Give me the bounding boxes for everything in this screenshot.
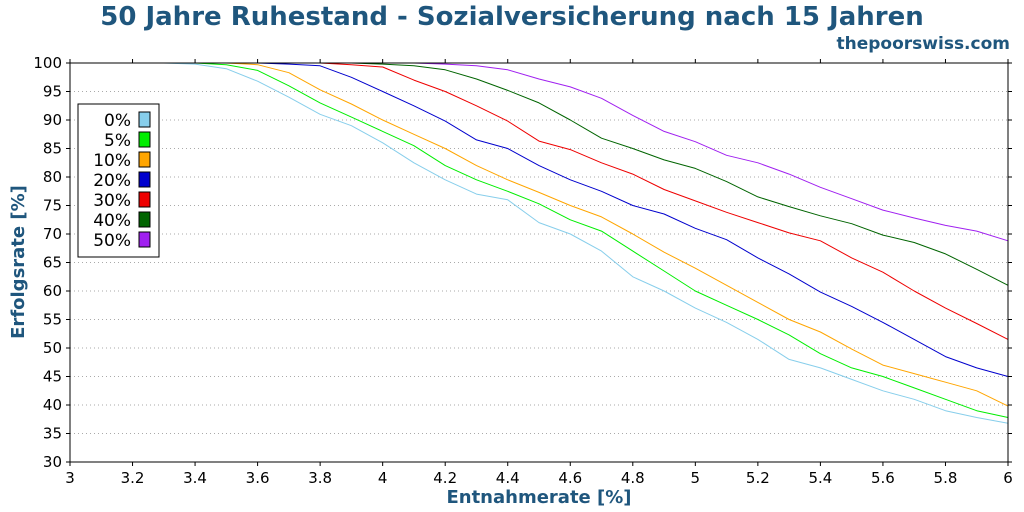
legend-label: 5% — [104, 131, 131, 151]
y-tick-label: 65 — [43, 254, 62, 272]
x-tick-label: 4.8 — [621, 469, 645, 487]
series-line-20pct — [70, 62, 1009, 377]
x-tick-label: 5.8 — [934, 469, 958, 487]
x-tick-label: 3 — [65, 469, 75, 487]
y-tick-label: 60 — [43, 282, 62, 300]
legend-label: 20% — [93, 171, 131, 191]
x-tick-label: 5.2 — [746, 469, 770, 487]
y-tick-label: 75 — [43, 197, 62, 215]
x-tick-label: 4.6 — [558, 469, 582, 487]
x-tick-label: 5.4 — [808, 469, 832, 487]
legend-swatch — [138, 151, 151, 168]
x-tick-label: 3.6 — [246, 469, 270, 487]
chart-subtitle: thepoorswiss.com — [836, 34, 1011, 54]
x-tick-label: 3.4 — [183, 469, 207, 487]
series-line-0pct — [70, 62, 1009, 424]
y-tick-label: 85 — [43, 140, 62, 158]
series-line-40pct — [70, 62, 1009, 286]
x-tick-label: 6 — [1003, 469, 1013, 487]
legend-swatch — [138, 171, 151, 188]
legend-swatch — [138, 111, 151, 128]
legend-label: 10% — [93, 151, 131, 171]
legend-label: 0% — [104, 111, 131, 131]
x-tick-label: 4 — [378, 469, 388, 487]
x-tick-label: 3.8 — [308, 469, 332, 487]
legend-label: 50% — [93, 231, 131, 251]
y-tick-label: 35 — [43, 425, 62, 443]
series-line-10pct — [70, 62, 1009, 407]
y-tick-label: 95 — [43, 83, 62, 101]
legend-swatch — [138, 131, 151, 148]
y-tick-label: 80 — [43, 168, 62, 186]
x-axis-title: Entnahmerate [%] — [446, 487, 631, 508]
x-tick-label: 4.4 — [496, 469, 520, 487]
y-tick-label: 50 — [43, 339, 62, 357]
legend-swatch — [138, 231, 151, 248]
legend-swatch — [138, 191, 151, 208]
series-line-50pct — [70, 62, 1009, 242]
x-tick-label: 4.2 — [433, 469, 457, 487]
y-tick-label: 45 — [43, 368, 62, 386]
legend-label: 40% — [93, 211, 131, 231]
chart-title: 50 Jahre Ruhestand - Sozialversicherung … — [100, 2, 924, 32]
y-tick-label: 30 — [43, 453, 62, 471]
y-tick-label: 100 — [33, 54, 62, 72]
legend-swatch — [138, 211, 151, 228]
y-tick-label: 40 — [43, 396, 62, 414]
y-tick-label: 70 — [43, 225, 62, 243]
y-tick-label: 90 — [43, 111, 62, 129]
series-line-5pct — [70, 62, 1009, 418]
legend: 0%5%10%20%30%40%50% — [77, 103, 160, 258]
series-layer — [70, 62, 1009, 424]
y-axis-title: Erfolgsrate [%] — [8, 185, 29, 339]
grid-layer — [70, 91, 1008, 434]
x-tick-label: 5.6 — [871, 469, 895, 487]
x-tick-label: 3.2 — [121, 469, 145, 487]
series-line-30pct — [70, 62, 1009, 340]
x-tick-label: 5 — [691, 469, 701, 487]
legend-label: 30% — [93, 191, 131, 211]
y-tick-label: 55 — [43, 311, 62, 329]
